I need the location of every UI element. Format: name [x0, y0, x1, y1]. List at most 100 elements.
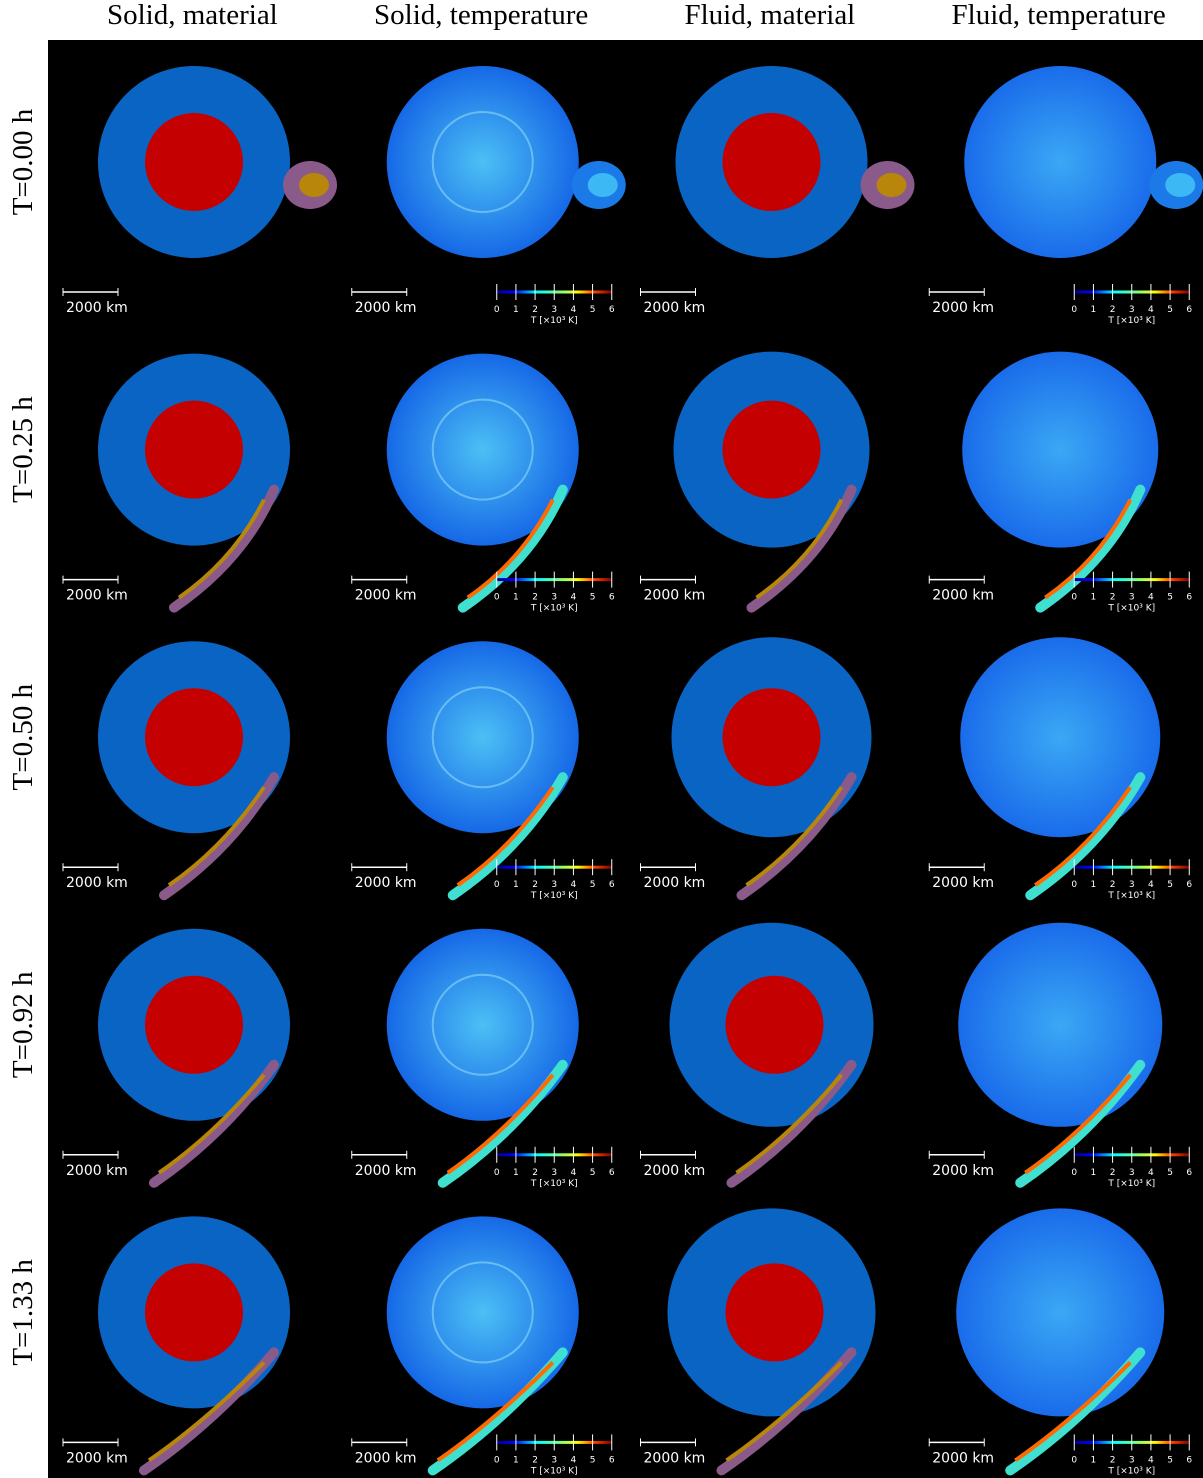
colorbar-tick-label: 2 — [532, 1168, 538, 1178]
colorbar-label: T [×10³ K] — [1107, 316, 1155, 326]
colorbar-tick-label: 4 — [1148, 593, 1154, 603]
core — [145, 400, 243, 499]
colorbar-tick-label: 3 — [1129, 1455, 1135, 1465]
scale-bar-label: 2000 km — [644, 875, 706, 891]
colorbar-tick-label: 2 — [532, 1455, 538, 1465]
colorbar-tick-label: 6 — [1186, 1168, 1192, 1178]
colorbar-label: T [×10³ K] — [1107, 1466, 1155, 1476]
colorbar-tick-label: 6 — [609, 305, 615, 315]
debris — [457, 484, 568, 613]
colorbar-tick-label: 4 — [571, 1455, 577, 1465]
scale-bar-label: 2000 km — [932, 875, 994, 891]
core — [145, 1263, 243, 1362]
impactor-core — [299, 173, 329, 197]
debris — [1015, 1059, 1146, 1188]
debris — [169, 484, 279, 613]
debris-core — [755, 498, 844, 600]
core-boundary — [431, 111, 534, 213]
colorbar-tick-label: 6 — [609, 1168, 615, 1178]
colorbar-tick-label: 1 — [1091, 1455, 1097, 1465]
colorbar-label: T [×10³ K] — [530, 1179, 578, 1189]
core — [145, 113, 243, 211]
panel: 2000 km — [62, 66, 337, 316]
debris-core — [177, 498, 266, 600]
panel: 2000 km — [640, 922, 874, 1188]
planet — [956, 1208, 1165, 1417]
panel: 2000 km 0 1 2 3 4 5 6 T [×10³ K] — [351, 928, 615, 1189]
scale-bar-label: 2000 km — [932, 1450, 994, 1466]
core-boundary — [431, 398, 534, 501]
debris-core — [1034, 786, 1132, 887]
panel: 2000 km 0 1 2 3 4 5 6 T [×10³ K] — [928, 351, 1192, 614]
scale-bar-label: 2000 km — [644, 300, 706, 316]
colorbar-tick-label: 1 — [513, 593, 519, 603]
scale-bar-label: 2000 km — [66, 300, 128, 316]
debris-core — [436, 1360, 555, 1463]
debris-core — [735, 1073, 844, 1175]
colorbar-label: T [×10³ K] — [1107, 1179, 1155, 1189]
row-label: T=0.00 h — [7, 108, 39, 215]
column-header: Solid, material — [107, 0, 278, 31]
colorbar-tick-label: 3 — [1129, 880, 1135, 890]
debris-core — [745, 786, 844, 887]
scale-bar-label: 2000 km — [355, 588, 417, 604]
panel: 2000 km 0 1 2 3 4 5 6 T [×10³ K] — [928, 1208, 1192, 1476]
row-label: T=0.50 h — [7, 683, 39, 790]
colorbar-tick-label: 5 — [1167, 880, 1173, 890]
panel: 2000 km 0 1 2 3 4 5 6 T [×10³ K] — [928, 66, 1203, 326]
panel: 2000 km — [62, 641, 290, 901]
impactor-core — [1165, 173, 1196, 197]
panel: 2000 km 0 1 2 3 4 5 6 T [×10³ K] — [351, 1216, 615, 1476]
panel: 2000 km 0 1 2 3 4 5 6 T [×10³ K] — [351, 353, 615, 614]
colorbar-tick-label: 3 — [551, 305, 557, 315]
colorbar-tick-label: 5 — [590, 305, 596, 315]
debris-core — [466, 498, 555, 600]
debris — [1035, 484, 1146, 613]
scale-bar-label: 2000 km — [644, 1163, 706, 1179]
colorbar-tick-label: 6 — [1186, 305, 1192, 315]
impactor-core — [587, 173, 618, 197]
colorbar-tick-label: 6 — [609, 880, 615, 890]
planet — [386, 66, 579, 258]
colorbar-tick-label: 1 — [1091, 593, 1097, 603]
scale-bar-label: 2000 km — [932, 300, 994, 316]
colorbar-tick-label: 4 — [571, 305, 577, 315]
scale-bar-label: 2000 km — [932, 1163, 994, 1179]
planet — [386, 353, 579, 546]
colorbar-tick-label: 2 — [532, 305, 538, 315]
row-label: T=1.33 h — [7, 1259, 39, 1366]
debris-core — [1044, 498, 1133, 600]
row-label: T=0.25 h — [7, 396, 39, 503]
colorbar-tick-label: 3 — [1129, 305, 1135, 315]
colorbar-tick-label: 6 — [1186, 1455, 1192, 1465]
colorbar-tick-label: 0 — [494, 593, 500, 603]
panel: 2000 km 0 1 2 3 4 5 6 T [×10³ K] — [928, 922, 1192, 1189]
panel: 2000 km 0 1 2 3 4 5 6 T [×10³ K] — [928, 637, 1192, 901]
core-boundary — [431, 973, 534, 1076]
planet — [386, 641, 579, 834]
colorbar-tick-label: 0 — [494, 1168, 500, 1178]
colorbar-tick-label: 4 — [1148, 1455, 1154, 1465]
colorbar-tick-label: 4 — [1148, 305, 1154, 315]
colorbar-tick-label: 5 — [590, 1455, 596, 1465]
colorbar-tick-label: 5 — [590, 880, 596, 890]
column-header: Fluid, material — [685, 0, 856, 31]
panel: 2000 km — [640, 351, 870, 613]
scale-bar-label: 2000 km — [66, 1450, 128, 1466]
colorbar-tick-label: 2 — [532, 593, 538, 603]
debris-core — [446, 1073, 555, 1175]
debris-core — [1014, 1360, 1132, 1463]
colorbar-tick-label: 0 — [1071, 593, 1077, 603]
colorbar-tick-label: 3 — [551, 880, 557, 890]
scale-bar-label: 2000 km — [355, 1163, 417, 1179]
panel: 2000 km — [640, 637, 872, 901]
colorbar-tick-label: 5 — [1167, 593, 1173, 603]
panel: 2000 km 0 1 2 3 4 5 6 T [×10³ K] — [351, 66, 626, 326]
colorbar-tick-label: 0 — [494, 880, 500, 890]
colorbar-tick-label: 2 — [1110, 305, 1116, 315]
colorbar-tick-label: 1 — [513, 1168, 519, 1178]
scale-bar-label: 2000 km — [66, 1163, 128, 1179]
scale-bar-label: 2000 km — [355, 1450, 417, 1466]
core — [725, 1263, 824, 1362]
